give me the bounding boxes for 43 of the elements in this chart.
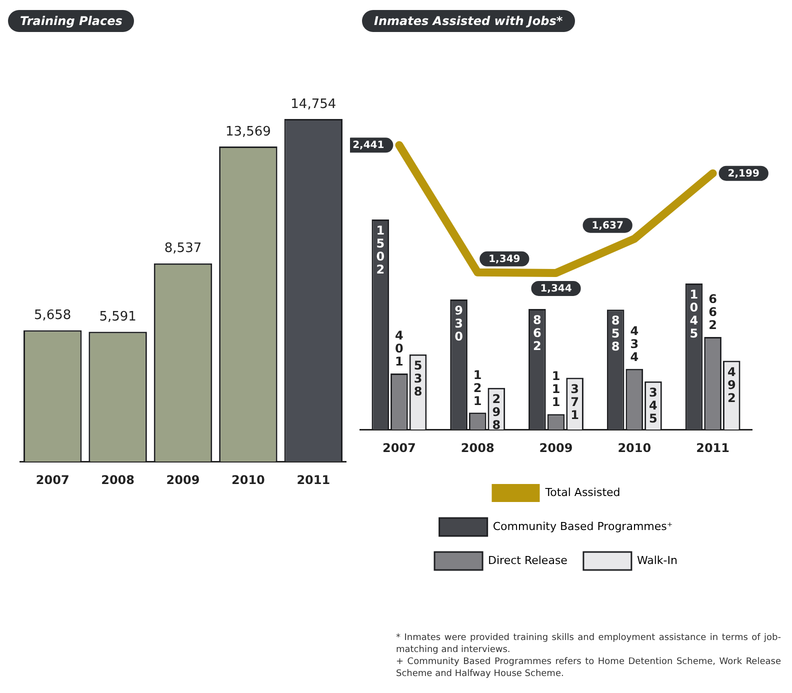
- data-label: 1 2 1: [473, 368, 482, 408]
- text: * Inmates were provided training skills and employment assistance in terms of job-matching and interviews.: [396, 632, 781, 656]
- data-label: 6 6 2: [708, 292, 717, 332]
- data-label: 5 3 8: [414, 358, 422, 398]
- data-label: 1 1 1: [552, 369, 560, 410]
- chart-title: Training Places: [8, 10, 134, 32]
- data-label: 1 0 4 5: [690, 288, 698, 341]
- legend-label: Community Based Programmes⁺: [492, 520, 673, 533]
- data-label: 2,441: [352, 140, 384, 152]
- data-label: 2,199: [728, 168, 760, 180]
- data-label: 8 5 8: [611, 314, 620, 354]
- chart-title: Inmates Assisted with Jobs*: [362, 10, 575, 32]
- x-tick-label: 2011: [296, 472, 330, 487]
- data-label: 14,754: [290, 96, 336, 112]
- data-label: 9 3 0: [454, 304, 463, 344]
- legend-label: Total Assisted: [544, 486, 620, 499]
- x-tick-label: 2007: [36, 472, 70, 487]
- data-label: 3 7 1: [570, 382, 579, 422]
- x-tick-label: 2010: [231, 472, 265, 487]
- data-label: 4 9 2: [727, 364, 736, 405]
- x-tick-label: 2008: [460, 440, 494, 455]
- x-tick-label: 2009: [166, 472, 200, 487]
- data-label: 2 9 8: [492, 392, 501, 432]
- x-tick-label: 2007: [382, 440, 416, 455]
- x-tick-label: 2008: [101, 472, 135, 487]
- data-label: 1,344: [540, 284, 572, 295]
- data-label: 3 4 5: [649, 385, 658, 426]
- text: + Community Based Programmes refers to Home Detention Scheme, Work Release Scheme and Halfway House Scheme.: [396, 656, 781, 680]
- data-label: 1,637: [592, 220, 624, 232]
- data-label: 5,591: [99, 310, 136, 325]
- data-label: 5,658: [34, 308, 72, 324]
- data-label: 4 0 1: [395, 328, 404, 369]
- x-tick-label: 2009: [539, 440, 573, 455]
- legend-label: Direct Release: [488, 554, 568, 567]
- x-tick-label: 2010: [618, 440, 652, 455]
- data-label: 8 6 2: [533, 313, 542, 354]
- data-label: 4 3 4: [630, 324, 639, 364]
- data-label: 8,537: [164, 241, 202, 256]
- legend-label: Walk-In: [636, 554, 678, 567]
- x-tick-label: 2011: [696, 440, 730, 455]
- data-label: 1 5 0 2: [376, 224, 385, 277]
- data-label: 13,569: [225, 124, 271, 140]
- data-label: 1,349: [488, 254, 520, 265]
